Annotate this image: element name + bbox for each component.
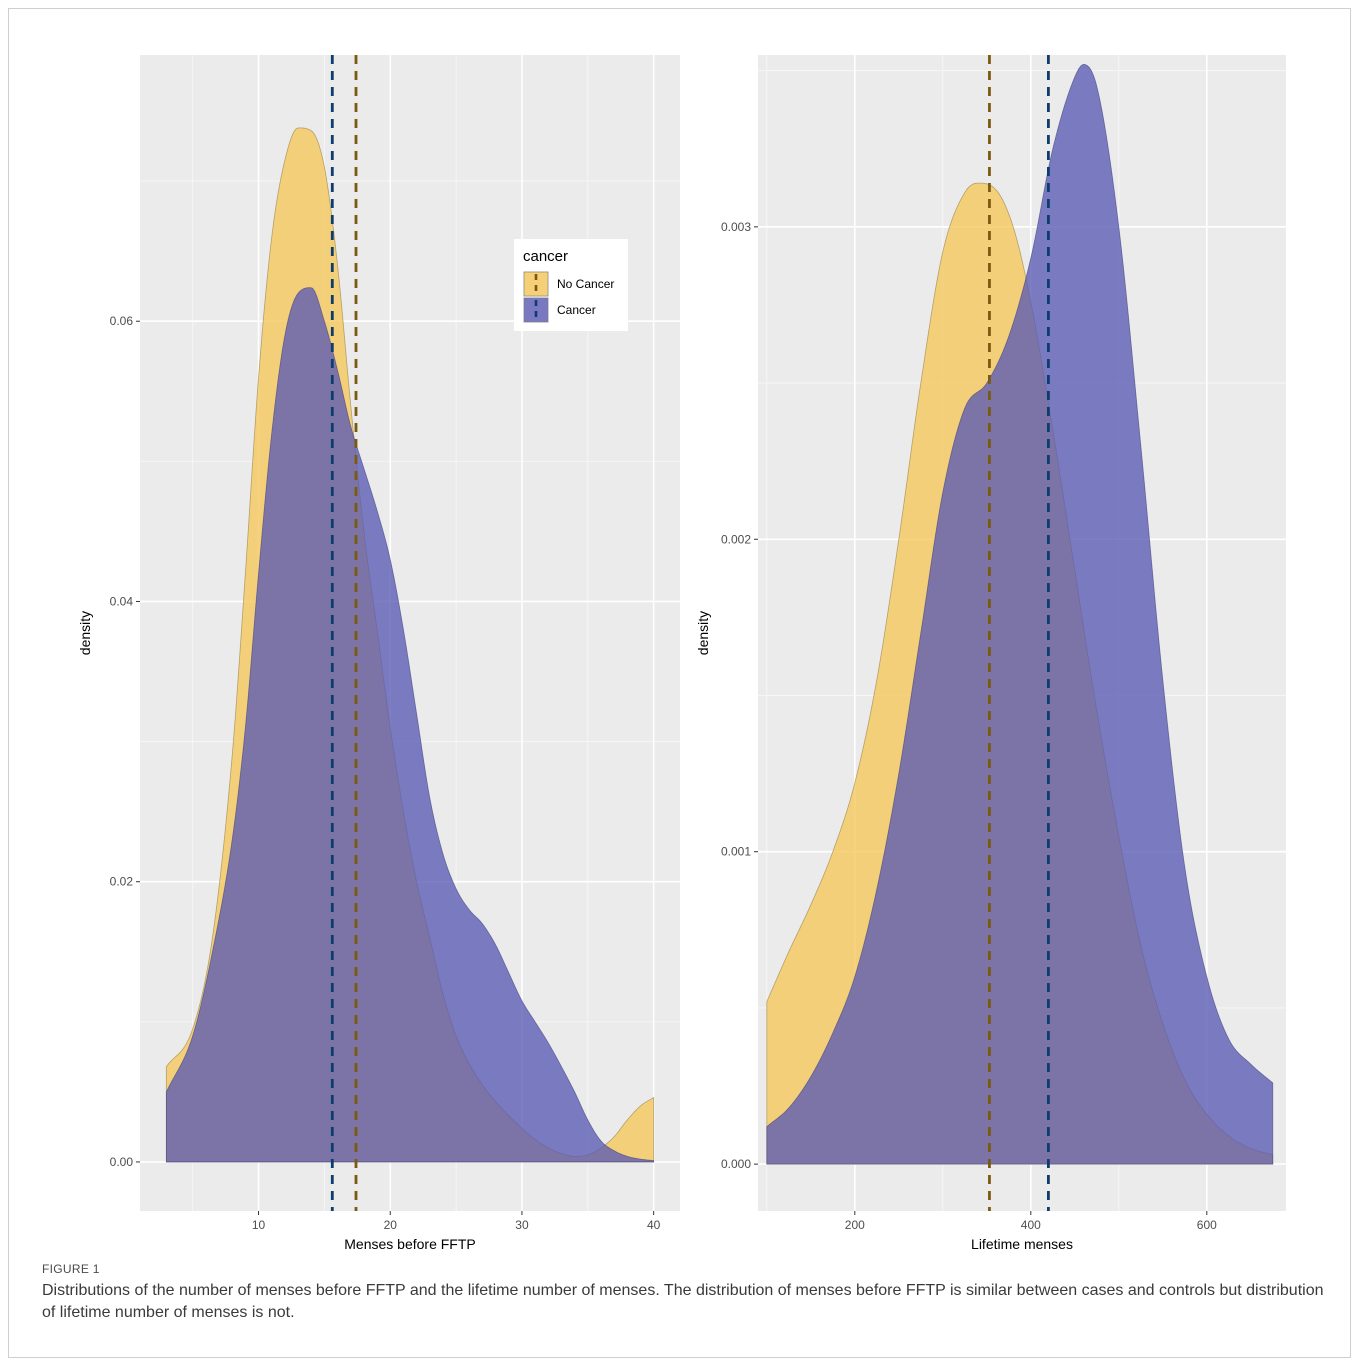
x-tick-label: 30	[515, 1218, 529, 1232]
legend-label-no-cancer: No Cancer	[557, 277, 614, 291]
axis-ticks: 200 400 600 0.000 0.001 0.002 0.003	[721, 220, 1217, 1232]
legend-label-cancer: Cancer	[557, 303, 596, 317]
x-axis-title: Lifetime menses	[971, 1236, 1073, 1250]
density-areas	[766, 64, 1274, 1165]
x-tick-label: 400	[1021, 1218, 1041, 1232]
x-axis-title: Menses before FFTP	[344, 1236, 476, 1250]
figure-caption: FIGURE 1 Distributions of the number of …	[42, 1262, 1332, 1324]
density-area-cancer	[766, 64, 1274, 1165]
density-areas	[165, 127, 655, 1163]
y-tick-label: 0.002	[721, 532, 751, 546]
chart-figure: 10 20 30 40 0.00 0.02 0.04 0.06 Menses before FF…	[77, 55, 1286, 1250]
y-tick-label: 0.003	[721, 220, 751, 234]
y-tick-label: 0.000	[721, 1157, 751, 1171]
y-tick-label: 0.06	[110, 314, 134, 328]
y-tick-label: 0.001	[721, 845, 751, 859]
y-tick-label: 0.02	[110, 875, 134, 889]
y-axis-title: density	[77, 611, 93, 655]
panel-lifetime-menses: 200 400 600 0.000 0.001 0.002 0.003 Lifetime me…	[695, 55, 1286, 1250]
figure-caption-text: Distributions of the number of menses be…	[42, 1282, 1324, 1321]
y-tick-label: 0.04	[110, 594, 134, 608]
x-tick-label: 200	[845, 1218, 865, 1232]
density-area-cancer	[165, 287, 655, 1163]
figure-label: FIGURE 1	[42, 1262, 100, 1276]
y-axis-title: density	[695, 611, 711, 655]
x-tick-label: 40	[647, 1218, 661, 1232]
legend-title: cancer	[523, 248, 568, 265]
legend: cancer No Cancer Cancer	[514, 239, 628, 331]
panel-menses-before-fftp: 10 20 30 40 0.00 0.02 0.04 0.06 Menses before FF…	[77, 55, 680, 1250]
y-tick-label: 0.00	[110, 1155, 134, 1169]
axis-ticks: 10 20 30 40 0.00 0.02 0.04 0.06	[110, 314, 661, 1232]
x-tick-label: 20	[384, 1218, 398, 1232]
x-tick-label: 10	[252, 1218, 266, 1232]
x-tick-label: 600	[1197, 1218, 1217, 1232]
